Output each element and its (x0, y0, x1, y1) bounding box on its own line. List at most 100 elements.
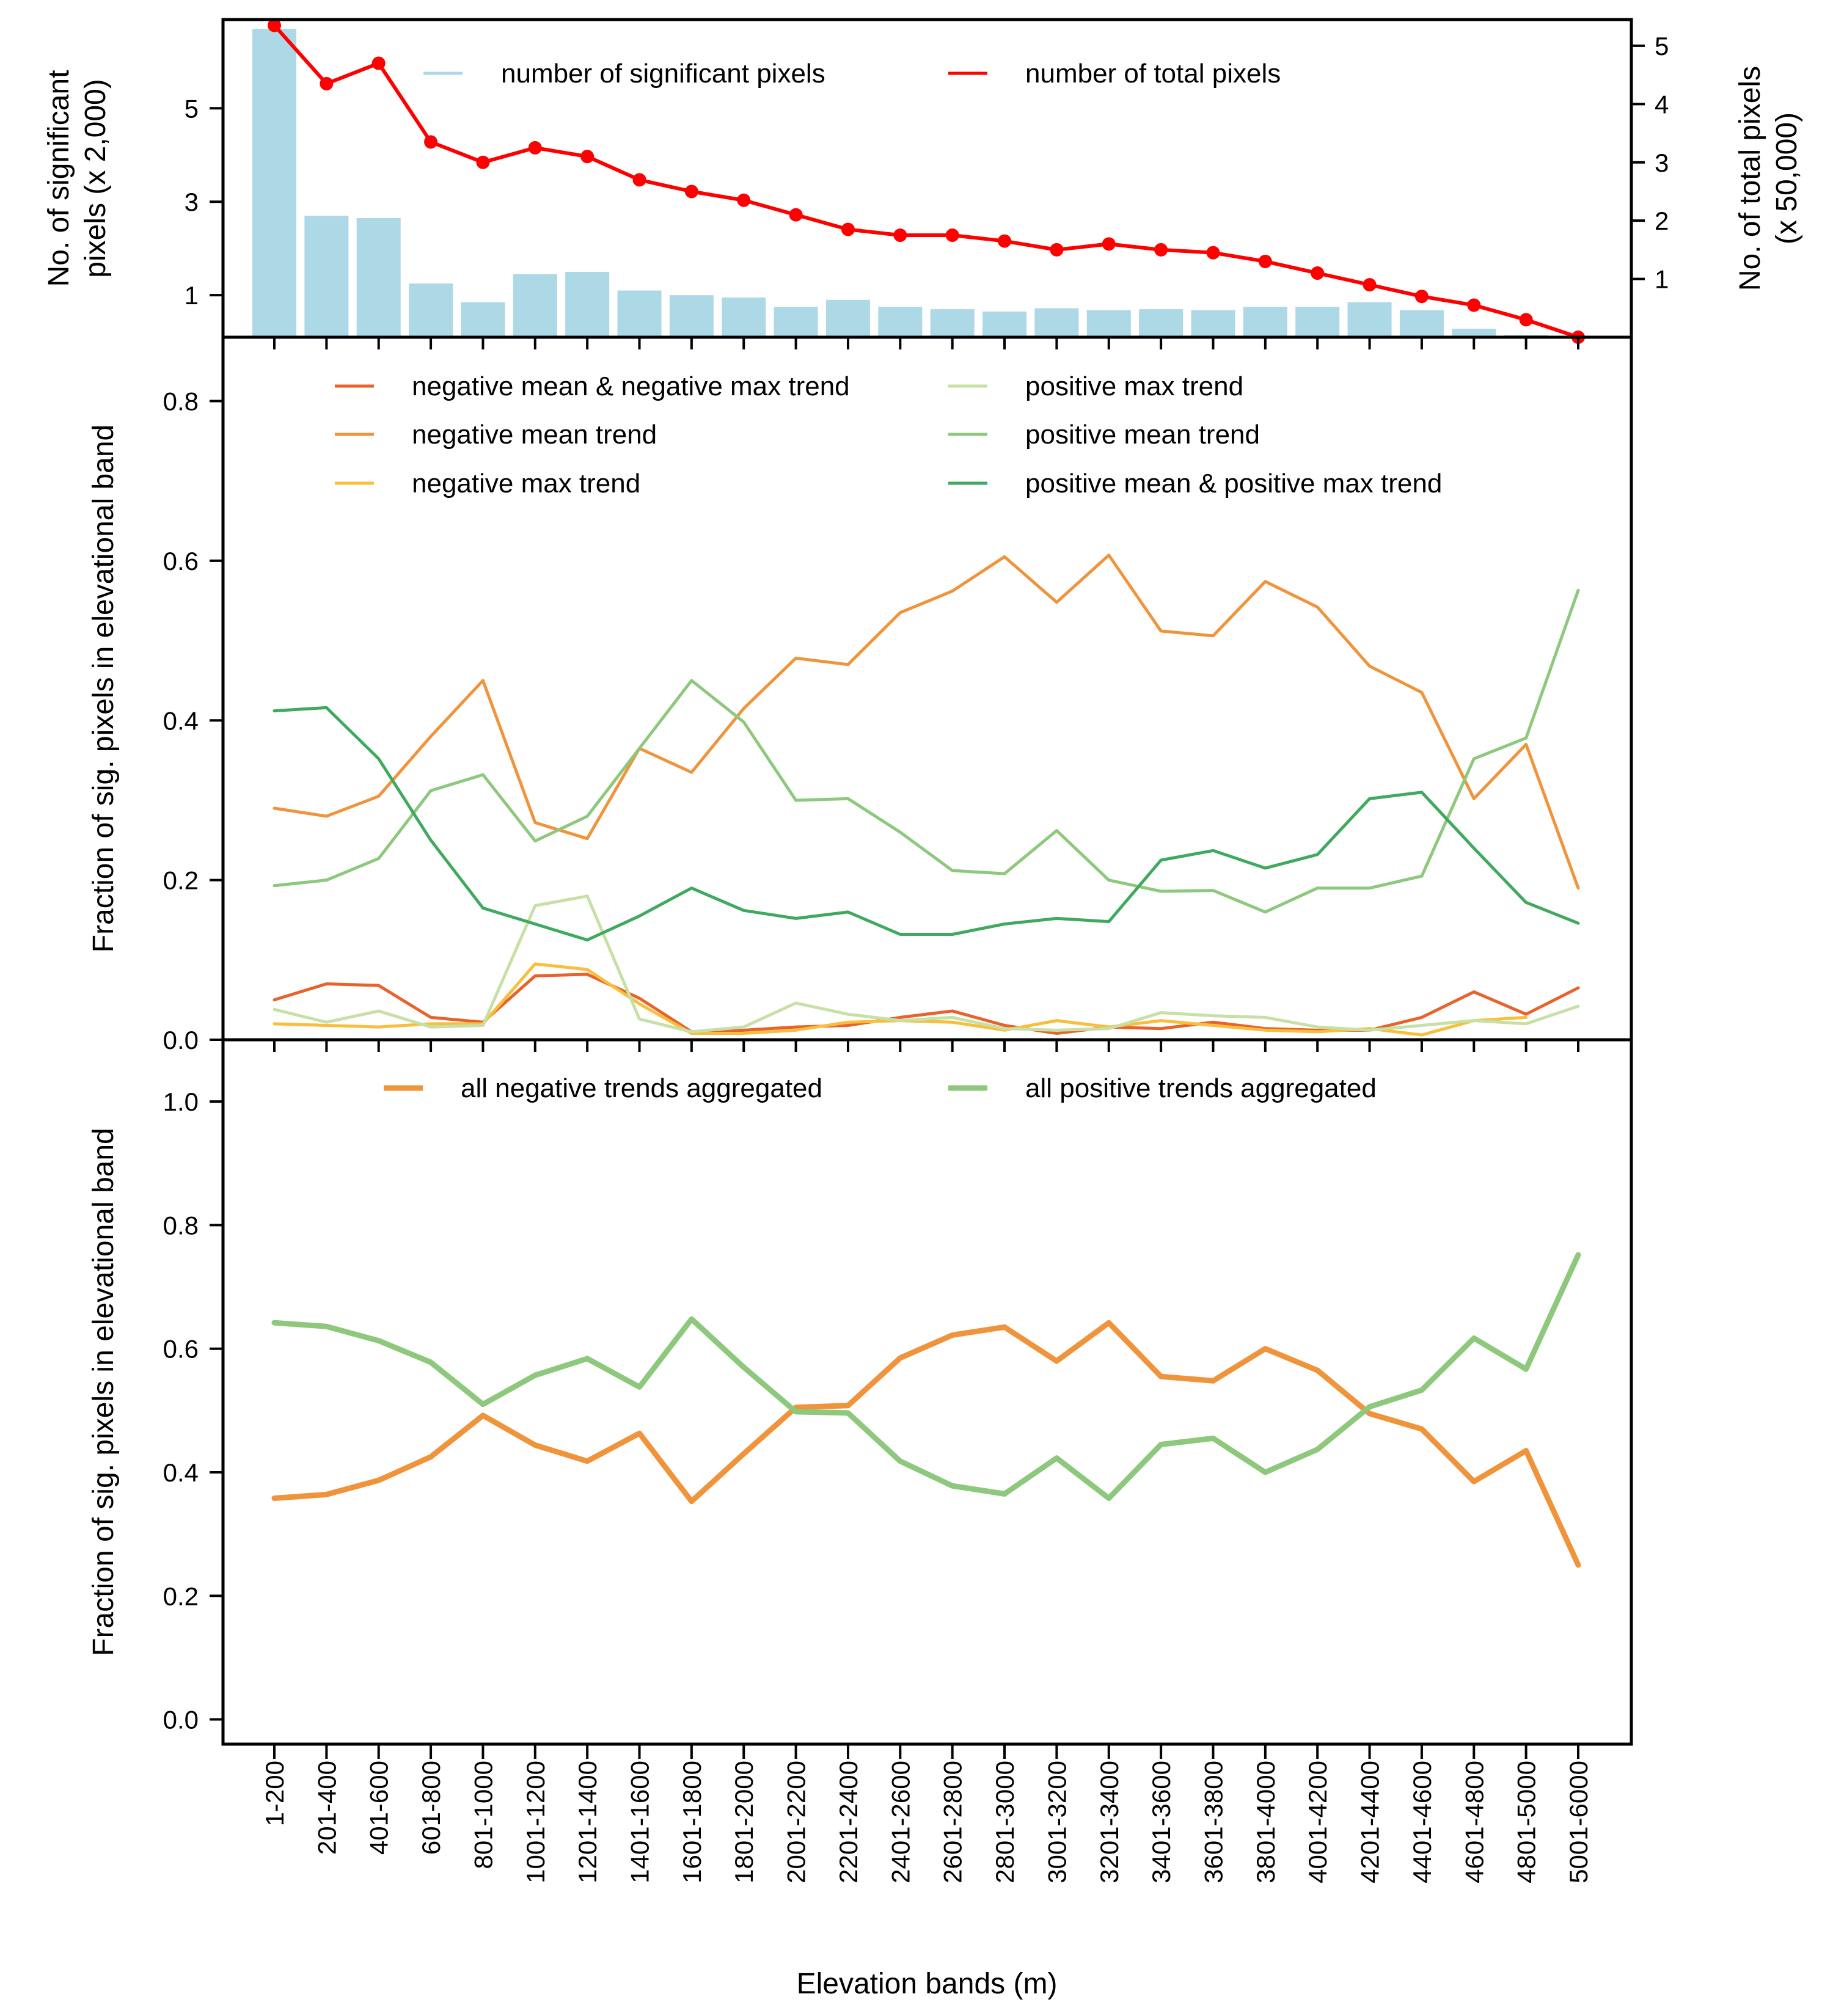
bottom-y-tick-label: 0.2 (163, 1582, 199, 1610)
legend-label-significant: number of significant pixels (501, 59, 825, 89)
bar-significant-pixels (304, 216, 349, 337)
point-total-pixels (320, 76, 334, 90)
point-total-pixels (1050, 243, 1064, 257)
x-tick-label: 3001-3200 (1042, 1761, 1071, 1883)
bar-significant-pixels (1086, 310, 1131, 337)
bar-significant-pixels (461, 302, 505, 337)
bottom-y-axis-title: Fraction of sig. pixels in elevational b… (87, 1128, 120, 1656)
x-tick-label: 1-200 (260, 1761, 289, 1826)
bar-significant-pixels (1347, 302, 1392, 337)
x-tick-label: 1801-2000 (730, 1761, 758, 1883)
top-y-right-tick-label: 4 (1655, 90, 1669, 119)
top-y-right-axis-title: No. of total pixels (1734, 66, 1766, 291)
middle-y-tick-label: 0.2 (163, 866, 199, 895)
x-tick-label: 5001-6000 (1564, 1761, 1593, 1883)
middle-legend-label-1: negative mean trend (412, 420, 657, 450)
bar-significant-pixels (774, 307, 818, 337)
x-tick-label: 2001-2200 (782, 1761, 811, 1883)
bottom-line-0 (271, 1320, 1581, 1568)
top-y-right-tick-label: 1 (1655, 265, 1669, 294)
bar-significant-pixels (1034, 308, 1079, 337)
bar-significant-pixels (513, 274, 557, 337)
bottom-line-1 (271, 1252, 1581, 1501)
bar-significant-pixels (930, 309, 975, 337)
point-total-pixels (1311, 266, 1325, 280)
middle-y-tick-label: 0.4 (163, 706, 199, 735)
bottom-legend-label-0: all negative trends aggregated (461, 1073, 822, 1103)
middle-line-1 (273, 553, 1580, 890)
bar-significant-pixels (1243, 307, 1287, 337)
top-y-left-tick-label: 1 (185, 281, 199, 310)
point-total-pixels (737, 193, 751, 207)
top-y-left-tick-label: 5 (185, 94, 199, 123)
middle-legend-label-0: negative mean & negative max trend (412, 371, 850, 401)
bar-significant-pixels (356, 218, 401, 337)
bottom-y-tick-label: 1.0 (163, 1087, 199, 1116)
point-total-pixels (632, 173, 646, 187)
x-tick-label: 801-1000 (469, 1761, 497, 1869)
x-axis-title: Elevation bands (m) (797, 1968, 1058, 2000)
point-total-pixels (580, 150, 595, 164)
line-total-pixels (273, 24, 1579, 339)
bar-significant-pixels (409, 283, 453, 337)
x-tick-label: 601-800 (417, 1761, 445, 1855)
middle-y-tick-label: 0.6 (163, 547, 199, 575)
point-total-pixels (945, 228, 959, 243)
x-tick-label: 3201-3400 (1095, 1761, 1124, 1883)
x-tick-label: 4601-4800 (1460, 1761, 1488, 1883)
top-y-left-axis-title: pixels (x 2,000) (79, 79, 112, 277)
bar-significant-pixels (1295, 307, 1340, 337)
bar-significant-pixels (982, 311, 1027, 337)
point-total-pixels (1363, 278, 1377, 292)
top-panel: 1 3 5 1 2 3 4 5 No. of significant pixels (x 2,00… (43, 18, 1803, 344)
top-y-right-tick-label: 2 (1655, 206, 1669, 235)
bar-significant-pixels (1191, 310, 1235, 337)
top-y-left-tick-label: 3 (185, 188, 199, 216)
middle-panel: 0.0 0.2 0.4 0.6 0.8 Fraction of sig. pixels i… (87, 335, 1633, 1054)
middle-legend-label-3: positive max trend (1025, 371, 1243, 401)
x-tick-label: 1601-1800 (678, 1761, 706, 1883)
point-total-pixels (371, 56, 386, 70)
x-tick-label: 1001-1200 (521, 1761, 550, 1883)
bar-significant-pixels (722, 298, 766, 337)
point-total-pixels (789, 208, 803, 222)
middle-y-tick-label: 0.0 (163, 1026, 199, 1054)
x-tick-label: 4401-4600 (1408, 1761, 1436, 1883)
x-tick-label: 1401-1600 (626, 1761, 654, 1883)
x-tick-label: 2801-3000 (990, 1761, 1019, 1883)
bar-significant-pixels (1399, 310, 1444, 337)
bar-significant-pixels (878, 307, 923, 337)
bar-significant-pixels (1139, 309, 1184, 337)
point-total-pixels (684, 184, 698, 199)
bar-significant-pixels (1452, 329, 1496, 337)
bottom-y-tick-label: 0.0 (163, 1706, 199, 1734)
middle-y-tick-label: 0.8 (163, 387, 199, 416)
bar-significant-pixels (669, 295, 714, 337)
x-tick-label: 4801-5000 (1512, 1761, 1541, 1883)
point-total-pixels (998, 234, 1012, 248)
middle-line-3 (273, 894, 1580, 1034)
x-tick-label: 1201-1400 (573, 1761, 602, 1883)
point-total-pixels (1102, 237, 1116, 251)
point-total-pixels (268, 18, 281, 32)
top-y-right-tick-label: 5 (1655, 32, 1669, 60)
middle-legend-label-5: positive mean & positive max trend (1025, 469, 1442, 499)
bottom-legend-label-1: all positive trends aggregated (1025, 1073, 1377, 1103)
middle-line-5 (273, 706, 1580, 942)
middle-y-axis-title: Fraction of sig. pixels in elevational b… (87, 425, 120, 953)
point-total-pixels (1467, 298, 1481, 312)
point-total-pixels (893, 228, 907, 243)
bottom-y-tick-label: 0.8 (163, 1211, 199, 1240)
middle-line-4 (273, 588, 1580, 914)
point-total-pixels (1154, 243, 1168, 257)
top-y-right-tick-label: 3 (1655, 148, 1669, 177)
bottom-y-tick-label: 0.4 (163, 1458, 199, 1487)
middle-legend-label-4: positive mean trend (1025, 420, 1260, 450)
point-total-pixels (424, 135, 438, 149)
middle-line-2 (273, 962, 1528, 1037)
point-total-pixels (1206, 246, 1220, 260)
x-tick-label: 401-600 (365, 1761, 393, 1855)
middle-legend-label-2: negative max trend (412, 469, 640, 499)
x-tick-label: 4201-4400 (1356, 1761, 1385, 1883)
